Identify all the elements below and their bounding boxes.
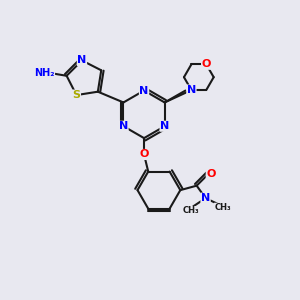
Text: CH₃: CH₃ bbox=[214, 203, 231, 212]
Text: O: O bbox=[140, 149, 149, 160]
Text: N: N bbox=[77, 56, 87, 65]
Text: O: O bbox=[206, 169, 216, 179]
Text: S: S bbox=[73, 90, 80, 100]
Text: N: N bbox=[187, 85, 196, 95]
Text: N: N bbox=[119, 121, 128, 131]
Text: N: N bbox=[201, 193, 210, 203]
Text: N: N bbox=[140, 85, 149, 96]
Text: CH₃: CH₃ bbox=[182, 206, 199, 215]
Text: NH₂: NH₂ bbox=[34, 68, 55, 78]
Text: O: O bbox=[202, 59, 211, 69]
Text: N: N bbox=[160, 121, 169, 131]
